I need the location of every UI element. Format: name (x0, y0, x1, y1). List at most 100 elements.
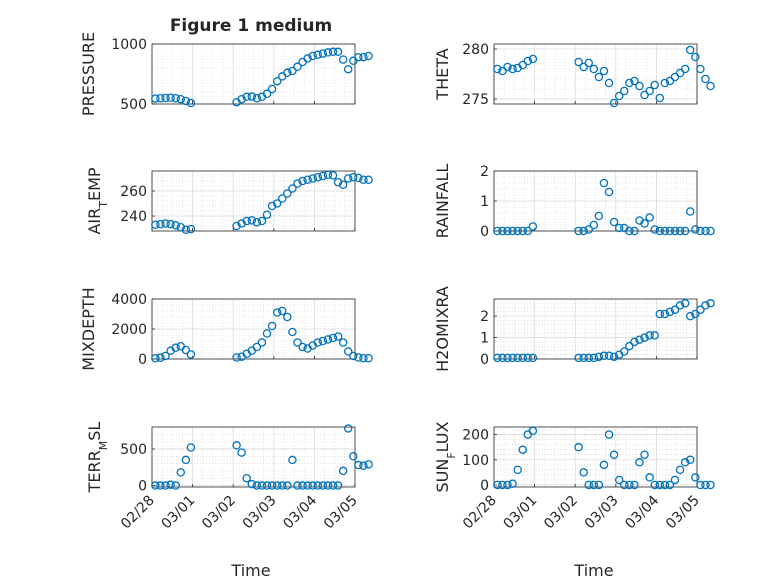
data-point (343, 424, 353, 433)
data-point (328, 47, 338, 57)
data-point (574, 442, 583, 452)
data-point (655, 93, 665, 103)
data-point (318, 171, 328, 181)
data-point (701, 301, 710, 310)
data-point (518, 60, 528, 70)
data-point (503, 62, 512, 72)
data-point (359, 52, 368, 62)
data-point (640, 450, 649, 459)
x-tick-label: 03/02 (541, 493, 581, 533)
data-point (237, 448, 246, 457)
x-axis-label-left: Time (230, 561, 270, 580)
subplot-1: 500 1000 PRESSURE (79, 32, 373, 116)
data-point (186, 98, 196, 108)
data-point (252, 217, 262, 227)
data-point (257, 481, 267, 490)
data-point (508, 353, 517, 363)
data-point (343, 174, 353, 183)
data-point (635, 458, 644, 467)
data-point (584, 58, 593, 68)
data-point (364, 460, 373, 469)
data-point (670, 72, 680, 82)
x-tick-label: 03/04 (280, 492, 320, 532)
x-tick-label: 03/01 (159, 493, 199, 533)
data-point (599, 178, 609, 188)
data-point (696, 305, 705, 314)
data-point (257, 338, 267, 347)
data-point (579, 62, 588, 72)
data-point (267, 84, 277, 94)
data-point (650, 480, 659, 490)
data-point (696, 226, 705, 236)
data-point (701, 74, 710, 84)
data-point (594, 352, 604, 362)
data-point (660, 480, 670, 490)
data-point (242, 92, 251, 102)
data-point (151, 220, 160, 229)
data-point (349, 351, 358, 361)
data-point (303, 481, 312, 490)
data-point (604, 187, 614, 197)
data-point (665, 76, 675, 86)
data-point (660, 78, 670, 88)
data-point (670, 475, 680, 485)
data-point (655, 309, 665, 319)
data-point (181, 96, 191, 106)
data-point (523, 226, 533, 236)
data-point (171, 221, 180, 230)
data-point (665, 480, 675, 490)
data-point (650, 331, 659, 340)
data-point (262, 329, 272, 338)
subplot-5: 0 2000 4000 MIXDEPTH (79, 287, 373, 371)
data-point (625, 78, 634, 88)
data-point (293, 62, 302, 72)
data-point (498, 226, 507, 236)
data-point (650, 225, 659, 234)
data-point (151, 481, 160, 490)
data-point (288, 184, 297, 193)
y-tick-label: 0 (138, 352, 147, 368)
data-point (670, 226, 680, 236)
data-point (262, 481, 272, 490)
data-point (156, 219, 165, 229)
data-point (364, 51, 373, 61)
axes-box (151, 170, 356, 232)
data-point (579, 353, 588, 363)
data-point (579, 468, 588, 477)
data-point (680, 226, 690, 236)
data-point (579, 226, 588, 236)
data-point (283, 189, 292, 198)
y-tick-label: 1 (480, 331, 489, 347)
data-point (701, 226, 710, 236)
data-point (614, 91, 624, 101)
data-point (156, 93, 165, 103)
data-point (237, 94, 246, 104)
data-point (528, 353, 538, 363)
data-point (680, 299, 690, 308)
data-point (308, 174, 317, 183)
data-point (675, 226, 685, 236)
data-point (706, 480, 715, 490)
data-point (278, 481, 287, 490)
data-point (176, 222, 186, 232)
data-point (288, 66, 297, 76)
data-point (349, 172, 358, 182)
data-point (498, 353, 507, 363)
data-point (242, 473, 251, 483)
y-axis-label: MIXDEPTH (79, 287, 98, 370)
data-point (252, 342, 262, 352)
data-point (338, 55, 348, 64)
data-point (660, 226, 670, 236)
data-point (630, 337, 639, 347)
data-point (298, 176, 307, 186)
data-point (498, 480, 507, 490)
data-point (232, 221, 241, 231)
y-tick-label: 100 (462, 453, 489, 469)
data-point (635, 81, 644, 91)
data-point (318, 49, 328, 58)
data-point (308, 481, 317, 490)
data-point (364, 175, 373, 184)
data-point (354, 173, 363, 183)
